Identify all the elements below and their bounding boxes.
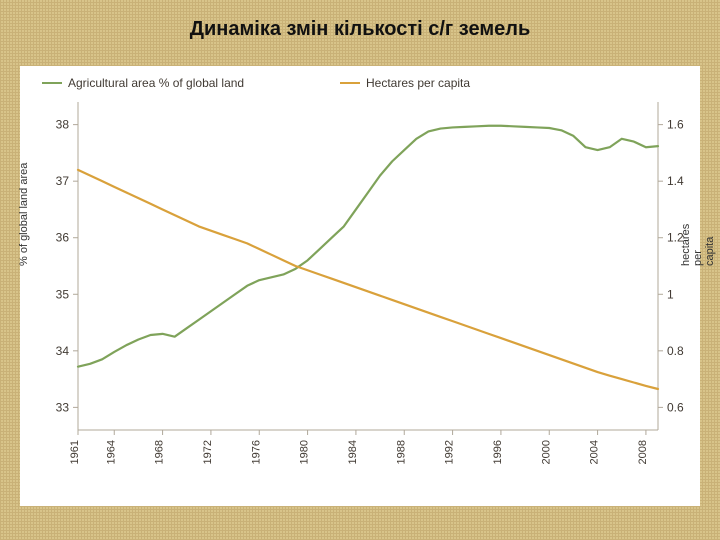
series-hectares_per_capita xyxy=(78,170,658,389)
x-tick-label: 1992 xyxy=(444,440,456,464)
legend-label-1: Agricultural area % of global land xyxy=(68,76,244,90)
legend-item-2: Hectares per capita xyxy=(340,76,470,90)
legend-swatch-1 xyxy=(42,82,62,84)
y-left-tick-label: 36 xyxy=(56,231,70,245)
x-tick-label: 1961 xyxy=(69,440,81,464)
y-left-tick-label: 37 xyxy=(56,174,70,188)
y-left-axis-label: % of global land area xyxy=(18,163,30,266)
x-tick-label: 2000 xyxy=(540,440,552,464)
x-tick-label: 1988 xyxy=(395,440,407,464)
y-right-tick-label: 0.8 xyxy=(667,344,684,358)
x-tick-label: 1972 xyxy=(202,440,214,464)
y-right-tick-label: 1 xyxy=(667,287,674,301)
y-left-tick-label: 34 xyxy=(56,344,70,358)
chart-svg: 3334353637380.60.811.21.41.6196119641968… xyxy=(20,66,700,506)
series-agricultural_area_pct xyxy=(78,126,658,367)
page-root: Динаміка змін кількості с/г земель Agric… xyxy=(0,0,720,540)
y-right-axis-label: hectares per capita xyxy=(680,224,716,266)
legend-label-2: Hectares per capita xyxy=(366,76,470,90)
x-tick-label: 1964 xyxy=(105,440,117,464)
x-tick-label: 1996 xyxy=(492,440,504,464)
x-tick-label: 1984 xyxy=(347,440,359,464)
legend-item-1: Agricultural area % of global land xyxy=(42,76,244,90)
x-tick-label: 2008 xyxy=(637,440,649,464)
y-left-tick-label: 35 xyxy=(56,287,70,301)
y-left-tick-label: 33 xyxy=(56,400,70,414)
x-tick-label: 2004 xyxy=(589,440,601,464)
y-right-tick-label: 1.6 xyxy=(667,118,684,132)
page-title: Динаміка змін кількості с/г земель xyxy=(0,18,720,41)
y-right-tick-label: 0.6 xyxy=(667,400,684,414)
legend-swatch-2 xyxy=(340,82,360,84)
chart-container: Agricultural area % of global land Hecta… xyxy=(20,66,700,506)
x-tick-label: 1980 xyxy=(299,440,311,464)
x-tick-label: 1976 xyxy=(250,440,262,464)
y-left-tick-label: 38 xyxy=(56,118,70,132)
y-right-tick-label: 1.4 xyxy=(667,174,684,188)
x-tick-label: 1968 xyxy=(154,440,166,464)
